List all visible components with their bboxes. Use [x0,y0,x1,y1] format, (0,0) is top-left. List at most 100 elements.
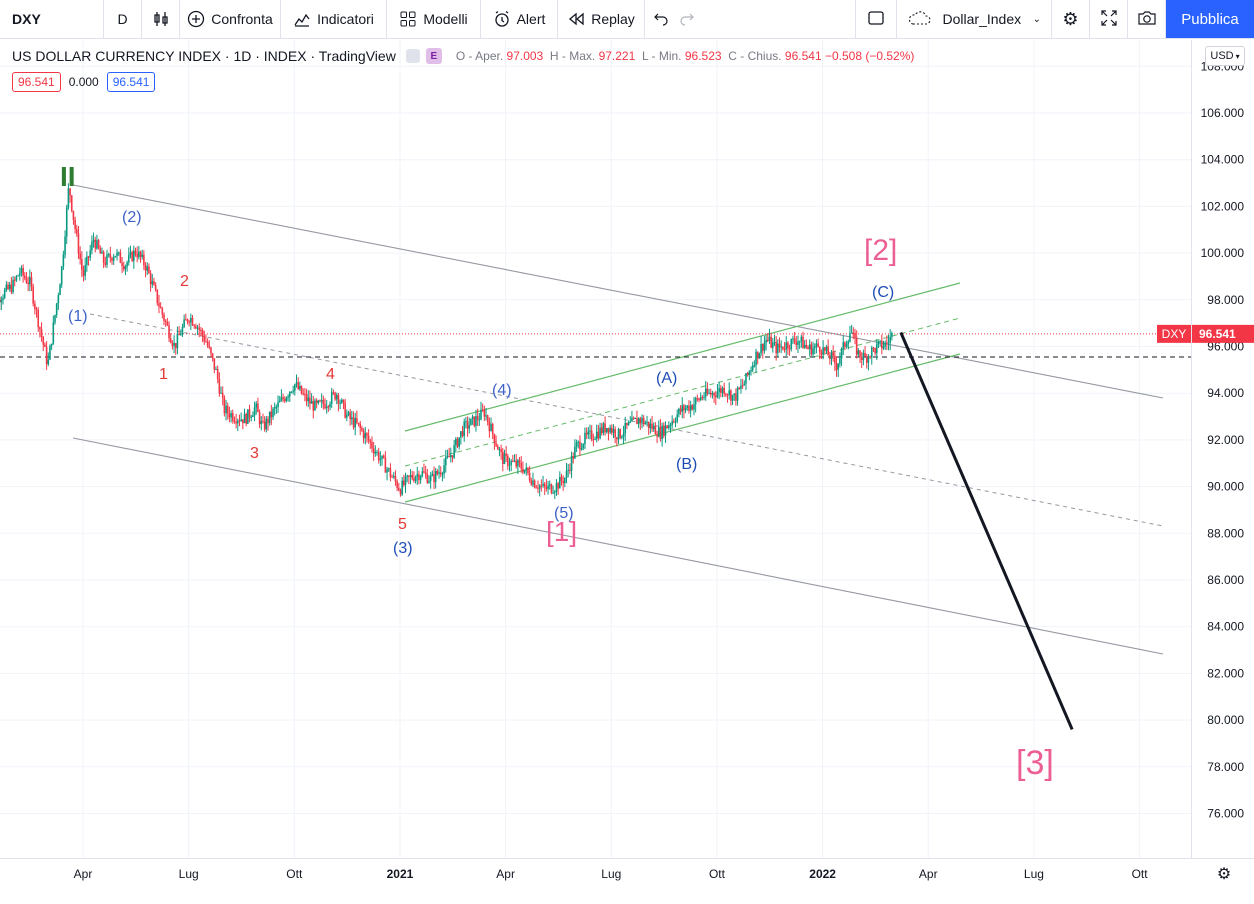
candle-body [225,406,227,414]
candle-body [22,268,24,276]
candle-body [574,447,576,459]
wave-label-minute-4: (4) [492,382,512,399]
symbol-search-button[interactable]: DXY [0,0,104,38]
candle-body [874,348,876,353]
chart-style-button[interactable] [142,0,180,38]
undo-icon[interactable] [653,10,669,29]
candle-body [866,356,868,362]
candle-body [281,397,283,401]
candle-body [123,266,125,269]
candle-body [17,275,19,276]
close-label: C - Chius. [728,49,781,63]
candle-body [759,353,761,358]
candle-body [795,342,797,345]
candle-body [421,471,423,476]
candle-body [128,255,130,262]
candle-body [651,424,653,429]
candle-body [601,428,603,433]
candle-body [361,428,363,430]
candle-body [269,412,271,424]
candle-body [507,456,509,466]
candle-body [240,419,242,421]
candle-body [737,388,739,401]
candle-body [593,439,595,440]
channel-upper-gray[interactable] [73,185,1163,398]
legend-title[interactable]: US DOLLAR CURRENCY INDEX · 1D · INDEX · … [12,48,396,64]
candle-body [604,423,606,432]
candle-body [369,440,371,442]
candle-body [856,338,858,355]
candle-body [482,410,484,411]
buy-price-box[interactable]: 96.541 [107,72,156,92]
channel-lower-green[interactable] [405,354,960,502]
visibility-toggle-icon[interactable] [406,49,420,63]
candle-body [757,352,759,359]
fullscreen-select-button[interactable] [855,0,897,38]
candle-body [108,254,110,255]
chart-pane[interactable]: DXY II (2) (1) 2 1 4 3 5 (3) (4) (5) [1]… [0,40,1191,858]
candle-body [713,393,715,396]
events-badge[interactable]: E [426,48,442,64]
candle-body [450,455,452,457]
spread-value: 0.000 [69,75,99,89]
candle-body [378,452,380,460]
fullscreen-button[interactable] [1090,0,1128,38]
candle-body [396,481,398,488]
candle-body [707,389,709,394]
candle-body [541,486,543,487]
candle-body [512,461,514,462]
channel-lower-gray[interactable] [73,438,1163,654]
publish-button[interactable]: Pubblica [1166,0,1254,38]
rewind-icon [567,10,585,28]
candle-body [408,476,410,477]
candle-body [547,486,549,489]
candle-body [375,452,377,453]
compare-button[interactable]: Confronta [180,0,281,38]
wave-label-minute-2: (2) [122,209,142,226]
candle-body [413,478,415,480]
projection-line [901,332,1072,729]
candle-body [524,470,526,473]
candle-body [393,476,395,477]
replay-button[interactable]: Replay [558,0,645,38]
currency-label: USD [1210,50,1233,62]
candle-body [517,460,519,466]
candles-icon [152,10,170,28]
x-tick-label: Lug [1024,867,1044,881]
redo-icon[interactable] [679,10,695,29]
candle-body [113,257,115,261]
wave-label-primary-3: [3] [1016,744,1054,782]
x-tick-label: Lug [179,867,199,881]
x-tick-label: Apr [74,867,93,881]
candle-body [598,432,600,439]
y-tick-label: 82.000 [1207,666,1244,680]
snapshot-button[interactable] [1128,0,1166,38]
templates-button[interactable]: Modelli [387,0,481,38]
candle-body [499,449,501,450]
projection-wave-3[interactable] [901,332,1072,729]
currency-selector[interactable]: USD ▾ [1205,46,1245,66]
candle-body [348,412,350,414]
candle-body [572,456,574,458]
candle-body [344,402,346,417]
alert-button[interactable]: Alert [481,0,558,38]
settings-button[interactable]: ⚙ [1052,0,1090,38]
candle-body [386,469,388,472]
candle-body [302,394,304,395]
candle-body [581,448,583,450]
chart-settings-gear-icon[interactable]: ⚙ [1214,864,1234,884]
candle-body [32,287,34,304]
layout-menu-button[interactable]: Dollar_Index ⌄ [897,0,1052,38]
candle-body [214,358,216,369]
candle-body [640,418,642,422]
sell-price-box[interactable]: 96.541 [12,72,61,92]
candle-body [4,290,6,298]
candle-body [551,484,553,492]
candle-body [155,285,157,290]
indicators-button[interactable]: Indicatori [281,0,387,38]
wave-label-A: (A) [656,370,677,387]
interval-button[interactable]: D [104,0,142,38]
candle-body [467,421,469,428]
